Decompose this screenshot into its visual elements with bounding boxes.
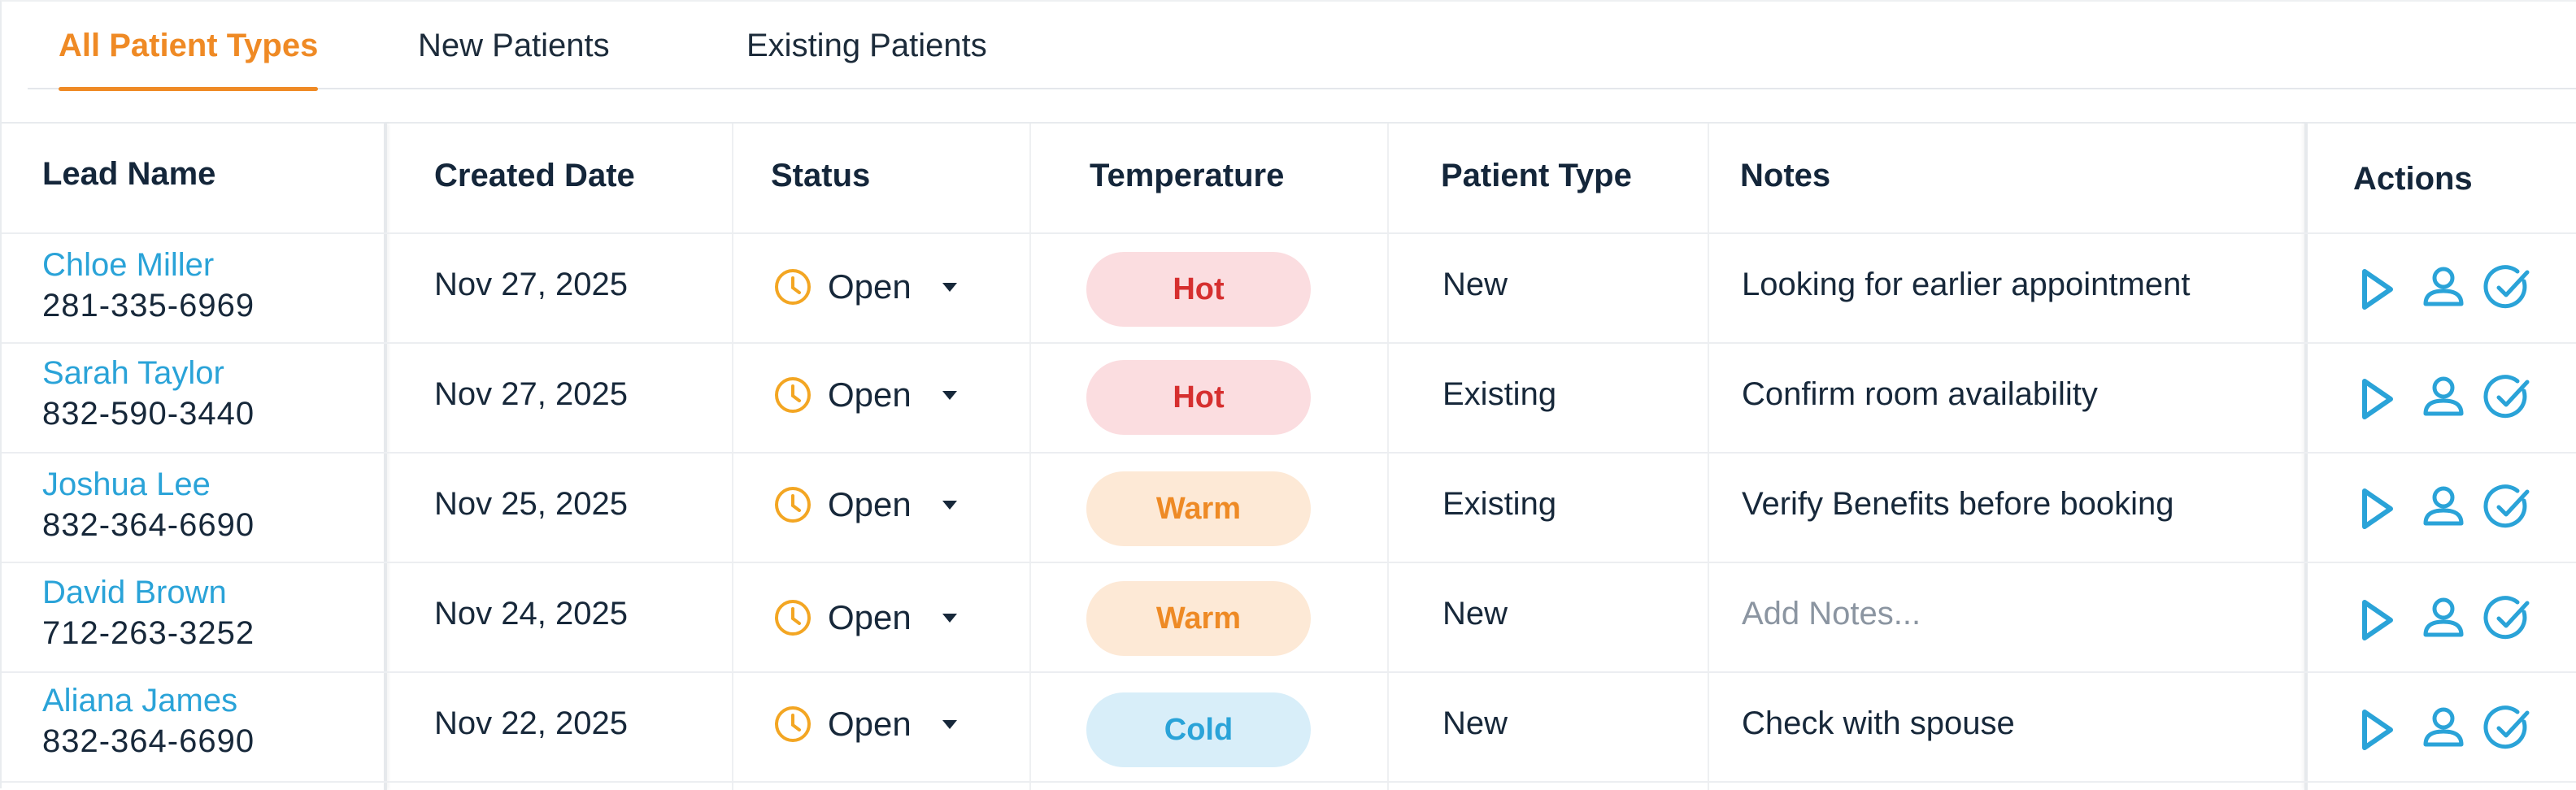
table-header-row: Lead Name Created Date Status Temperatur…: [2, 124, 2576, 234]
user-icon[interactable]: [2422, 596, 2465, 644]
status-dropdown[interactable]: Open: [774, 597, 957, 638]
temperature-badge: Warm: [1086, 581, 1311, 656]
tab-new-patients[interactable]: New Patients: [418, 28, 610, 63]
play-icon[interactable]: [2360, 707, 2395, 757]
column-header-lead-name[interactable]: Lead Name: [42, 156, 216, 192]
table-row: Aliana James 832-364-6690 Nov 22, 2025 O…: [2, 673, 2576, 783]
lead-name-link[interactable]: Sarah Taylor: [42, 355, 224, 391]
lead-phone: 281-335-6969: [42, 288, 255, 323]
user-icon[interactable]: [2422, 265, 2465, 313]
temperature-badge: Hot: [1086, 252, 1311, 327]
lead-name-link[interactable]: Joshua Lee: [42, 467, 211, 502]
status-label: Open: [828, 267, 912, 306]
user-icon[interactable]: [2422, 484, 2465, 532]
play-icon[interactable]: [2360, 376, 2395, 426]
temperature-badge: Hot: [1086, 360, 1311, 435]
notes-field[interactable]: Verify Benefits before booking: [1742, 486, 2174, 522]
patient-type: New: [1442, 267, 1508, 302]
notes-field[interactable]: Looking for earlier appointment: [1742, 267, 2191, 302]
patient-type: Existing: [1442, 486, 1557, 522]
status-label: Open: [828, 485, 912, 523]
check-circle-icon[interactable]: [2483, 594, 2532, 647]
status-dropdown[interactable]: Open: [774, 267, 957, 307]
status-label: Open: [828, 375, 912, 414]
lead-name-link[interactable]: Aliana James: [42, 683, 238, 718]
status-dropdown[interactable]: Open: [774, 375, 957, 415]
caret-down-icon: [942, 613, 957, 623]
column-header-actions: Actions: [2353, 161, 2473, 197]
created-date: Nov 22, 2025: [434, 705, 628, 741]
caret-down-icon: [942, 390, 957, 400]
column-divider: [1708, 124, 1709, 790]
check-circle-icon[interactable]: [2483, 263, 2532, 316]
lead-phone: 832-364-6690: [42, 507, 255, 543]
column-header-status[interactable]: Status: [771, 158, 871, 193]
table-row: Sarah Taylor 832-590-3440 Nov 27, 2025 O…: [2, 344, 2576, 454]
lead-phone: 712-263-3252: [42, 615, 255, 651]
status-label: Open: [828, 598, 912, 636]
status-dropdown[interactable]: Open: [774, 484, 957, 525]
column-divider: [384, 124, 387, 790]
caret-down-icon: [942, 500, 957, 510]
column-divider: [732, 124, 733, 790]
column-header-temperature[interactable]: Temperature: [1090, 158, 1285, 193]
caret-down-icon: [942, 719, 957, 729]
clock-icon: [775, 600, 811, 636]
tab-existing-patients[interactable]: Existing Patients: [746, 28, 987, 63]
lead-name-link[interactable]: Chloe Miller: [42, 247, 215, 283]
patient-type: New: [1442, 596, 1508, 632]
notes-field[interactable]: Confirm room availability: [1742, 376, 2098, 412]
column-header-notes[interactable]: Notes: [1740, 158, 1831, 193]
lead-phone: 832-364-6690: [42, 723, 255, 759]
created-date: Nov 25, 2025: [434, 486, 628, 522]
clock-icon: [775, 377, 811, 413]
column-divider: [2304, 124, 2308, 790]
lead-name-link[interactable]: David Brown: [42, 575, 227, 610]
table-row: Chloe Miller 281-335-6969 Nov 27, 2025 O…: [2, 234, 2576, 344]
clock-icon: [775, 706, 811, 742]
created-date: Nov 27, 2025: [434, 267, 628, 302]
user-icon[interactable]: [2422, 705, 2465, 753]
lead-phone: 832-590-3440: [42, 396, 255, 432]
column-header-patient-type[interactable]: Patient Type: [1441, 158, 1632, 193]
play-icon[interactable]: [2360, 486, 2395, 536]
caret-down-icon: [942, 282, 957, 292]
notes-field[interactable]: Add Notes...: [1742, 596, 1921, 632]
tab-all-patient-types[interactable]: All Patient Types: [59, 28, 319, 91]
column-divider: [1029, 124, 1031, 790]
leads-table: Lead Name Created Date Status Temperatur…: [2, 122, 2576, 790]
column-divider: [1387, 124, 1389, 790]
notes-field[interactable]: Check with spouse: [1742, 705, 2015, 741]
table-row: Joshua Lee 832-364-6690 Nov 25, 2025 Ope…: [2, 454, 2576, 563]
temperature-badge: Cold: [1086, 692, 1311, 767]
created-date: Nov 24, 2025: [434, 596, 628, 632]
table-row: David Brown 712-263-3252 Nov 24, 2025 Op…: [2, 563, 2576, 673]
status-label: Open: [828, 705, 912, 743]
check-circle-icon[interactable]: [2483, 483, 2532, 536]
patient-type-tabs: All Patient Types New Patients Existing …: [28, 2, 2576, 91]
created-date: Nov 27, 2025: [434, 376, 628, 412]
play-icon[interactable]: [2360, 267, 2395, 316]
play-icon[interactable]: [2360, 597, 2395, 647]
clock-icon: [775, 269, 811, 305]
temperature-badge: Warm: [1086, 471, 1311, 546]
check-circle-icon[interactable]: [2483, 704, 2532, 757]
check-circle-icon[interactable]: [2483, 373, 2532, 426]
user-icon[interactable]: [2422, 375, 2465, 423]
patient-type: Existing: [1442, 376, 1557, 412]
column-header-created-date[interactable]: Created Date: [434, 158, 635, 193]
patient-type: New: [1442, 705, 1508, 741]
clock-icon: [775, 487, 811, 523]
status-dropdown[interactable]: Open: [774, 704, 957, 744]
